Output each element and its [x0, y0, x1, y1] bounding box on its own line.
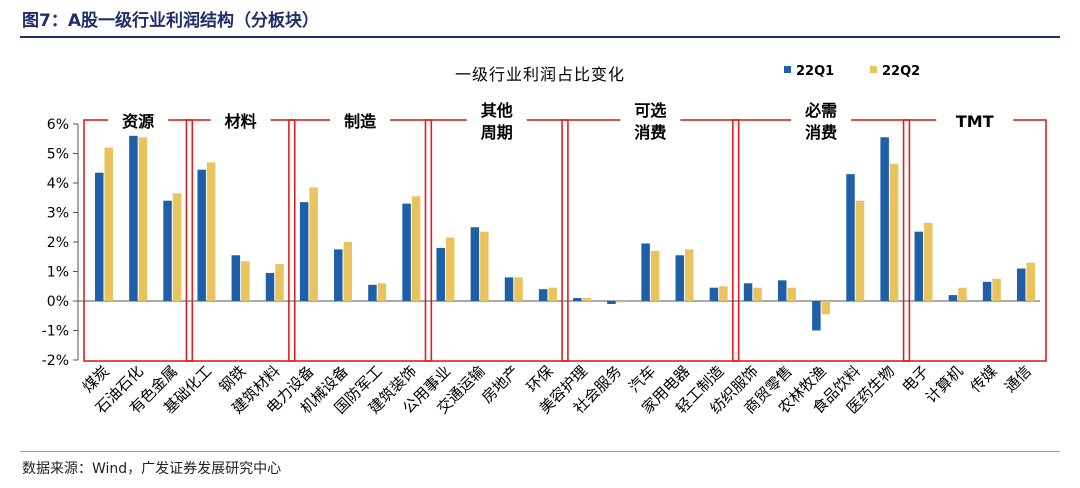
bar-22Q2-机械设备 — [343, 242, 353, 301]
group-label: 周期 — [481, 123, 513, 142]
x-tick-label: 计算机 — [922, 362, 967, 407]
source-note: 数据来源：Wind，广发证券发展研究中心 — [22, 461, 282, 477]
bar-22Q2-石油石化 — [138, 137, 148, 301]
bar-22Q2-电子 — [924, 222, 933, 301]
bar-22Q2-煤炭 — [104, 147, 113, 301]
bar-22Q2-农林牧渔 — [821, 301, 831, 315]
bar-22Q2-房地产 — [514, 277, 523, 301]
group-label-bg — [620, 97, 681, 147]
bar-22Q2-有色金属 — [172, 193, 182, 301]
legend-label-22Q1: 22Q1 — [796, 64, 834, 79]
bar-22Q1-美容护理 — [573, 298, 582, 301]
bar-22Q1-食品饮料 — [846, 174, 855, 301]
bar-22Q1-农林牧渔 — [812, 301, 821, 331]
group-label-bg — [466, 97, 527, 147]
bar-22Q1-传媒 — [982, 281, 992, 301]
group-label: 制造 — [344, 112, 377, 131]
bar-22Q1-纺织服饰 — [743, 283, 753, 301]
bar-22Q2-基础化工 — [206, 162, 216, 301]
bar-22Q2-通信 — [1026, 262, 1035, 301]
title-rule — [20, 36, 1060, 38]
group-label: 消费 — [634, 123, 666, 142]
bar-22Q2-美容护理 — [582, 298, 592, 301]
group-label: TMT — [956, 112, 994, 131]
bar-22Q1-环保 — [538, 289, 548, 301]
group-label: 资源 — [122, 112, 154, 131]
bar-22Q1-电力设备 — [299, 202, 309, 301]
bar-22Q1-交通运输 — [470, 227, 480, 301]
y-tick-label: 3% — [47, 206, 69, 222]
bar-22Q1-房地产 — [504, 277, 514, 301]
bar-22Q2-轻工制造 — [719, 286, 728, 301]
bar-22Q1-煤炭 — [95, 172, 104, 301]
bar-22Q2-纺织服饰 — [753, 287, 762, 301]
bar-22Q2-商贸零售 — [787, 287, 796, 301]
bar-22Q1-石油石化 — [129, 135, 138, 301]
y-tick-label: 1% — [47, 265, 69, 281]
bar-22Q2-电力设备 — [309, 187, 318, 301]
bar-22Q1-国防军工 — [368, 284, 377, 301]
bar-22Q1-商贸零售 — [777, 280, 787, 301]
bar-22Q2-建筑材料 — [275, 264, 284, 301]
bar-22Q2-医药生物 — [889, 163, 899, 301]
bar-22Q1-建筑装饰 — [402, 203, 411, 301]
bar-22Q1-有色金属 — [163, 200, 172, 301]
legend: 22Q1 22Q2 — [784, 64, 920, 79]
bar-22Q2-食品饮料 — [855, 200, 865, 301]
bar-22Q2-环保 — [548, 287, 557, 301]
x-tick-label: 传媒 — [967, 362, 1001, 396]
bar-22Q2-钢铁 — [241, 261, 250, 301]
bar-22Q2-社会服务 — [616, 301, 626, 303]
chart-title: 一级行业利润占比变化 — [455, 65, 625, 84]
group-label-bg — [210, 108, 271, 136]
legend-swatch-22Q2 — [870, 66, 877, 73]
legend-label-22Q2: 22Q2 — [882, 64, 920, 79]
bar-22Q1-社会服务 — [607, 301, 616, 304]
y-tick-label: -1% — [42, 324, 69, 340]
bar-22Q1-基础化工 — [197, 169, 206, 301]
bar-22Q2-公用事业 — [445, 237, 455, 301]
bar-22Q1-建筑材料 — [265, 272, 275, 301]
group-label: 材料 — [225, 112, 257, 131]
group-label-bg — [330, 108, 391, 136]
bar-22Q1-公用事业 — [436, 247, 445, 301]
bar-22Q2-建筑装饰 — [411, 196, 421, 301]
bar-22Q2-汽车 — [650, 250, 660, 301]
y-tick-label: 5% — [47, 147, 69, 163]
x-tick-label: 房地产 — [478, 362, 523, 407]
x-tick-label: 通信 — [1001, 362, 1035, 396]
bar-22Q2-家用电器 — [685, 249, 694, 301]
bar-22Q1-家用电器 — [675, 255, 685, 301]
group-label: 必需 — [804, 101, 837, 120]
bar-22Q1-电子 — [914, 231, 924, 301]
bar-22Q2-传媒 — [992, 278, 1001, 301]
bar-22Q1-汽车 — [641, 243, 650, 301]
y-tick-label: 0% — [47, 294, 69, 310]
bar-22Q1-机械设备 — [334, 249, 343, 301]
group-label: 其他 — [481, 101, 513, 120]
bar-22Q1-通信 — [1017, 268, 1026, 301]
bar-22Q2-国防军工 — [377, 283, 387, 301]
bar-22Q1-计算机 — [948, 295, 958, 301]
group-label-bg — [936, 108, 1014, 136]
group-label-bg — [791, 97, 852, 147]
group-label-bg — [108, 108, 169, 136]
y-tick-label: 4% — [47, 176, 69, 192]
y-tick-label: 2% — [47, 235, 69, 251]
bar-22Q1-医药生物 — [880, 137, 889, 301]
bar-22Q2-交通运输 — [480, 231, 489, 301]
group-label: 消费 — [805, 123, 837, 142]
legend-swatch-22Q1 — [784, 66, 791, 73]
footer-rule — [20, 451, 1060, 452]
y-tick-label: -2% — [42, 353, 69, 369]
y-tick-label: 6% — [47, 117, 69, 133]
bar-22Q1-轻工制造 — [709, 287, 719, 301]
bar-22Q2-计算机 — [958, 287, 967, 301]
group-label: 可选 — [634, 101, 666, 120]
bar-22Q1-钢铁 — [231, 255, 241, 301]
figure-title: 图7：A股一级行业利润结构（分板块） — [22, 11, 319, 31]
group-box — [561, 119, 740, 362]
